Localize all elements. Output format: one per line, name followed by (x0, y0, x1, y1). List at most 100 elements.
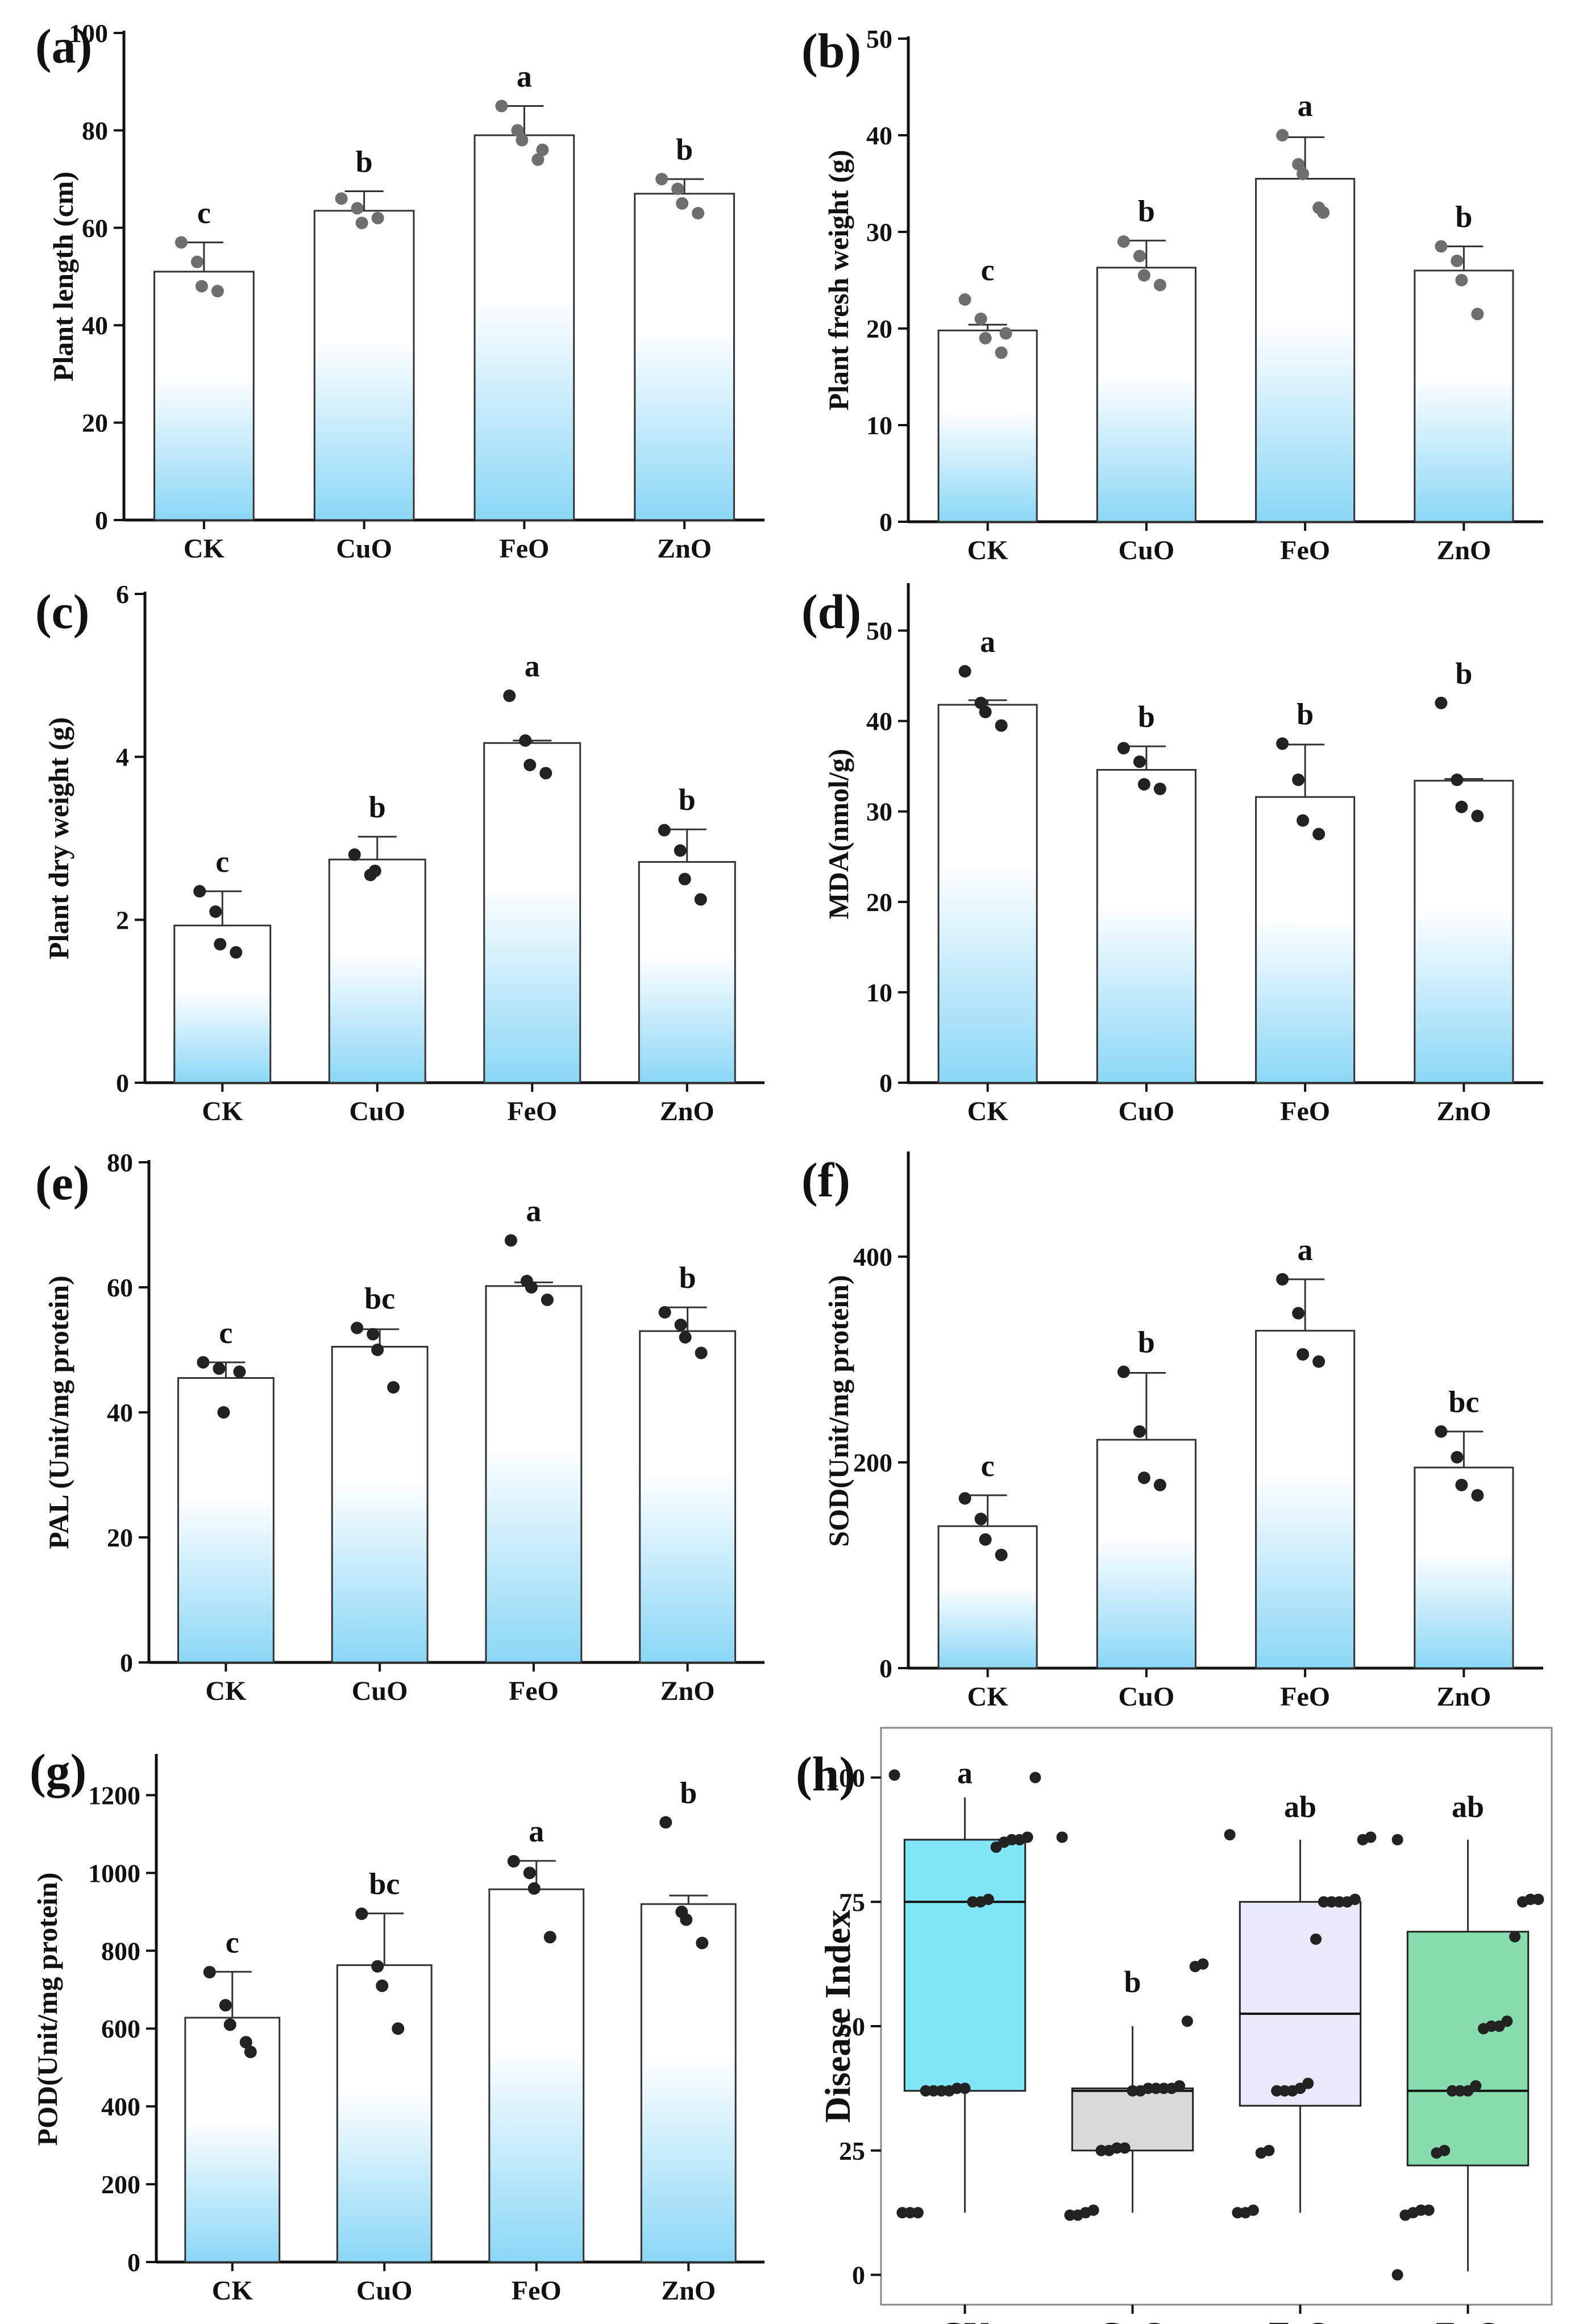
x-tick-label: FeO (1269, 2315, 1332, 2324)
significance-letter: c (219, 1316, 232, 1350)
data-point (904, 2207, 916, 2219)
data-point (1446, 2085, 1458, 2097)
bar (473, 134, 575, 521)
significance-letter: ab (1452, 1790, 1484, 1824)
data-point (1286, 2085, 1298, 2097)
y-tick-label: 200 (853, 1448, 892, 1477)
data-point (507, 1855, 520, 1868)
y-tick-label: 100 (826, 1764, 865, 1793)
data-point (995, 346, 1008, 359)
data-point (1318, 1896, 1329, 1908)
panel-b: (b) 0 10 20 30 40 50 Plant fresh weight (g) CK Cu… (801, 23, 1543, 566)
data-point (1451, 255, 1464, 267)
data-point (1158, 2082, 1170, 2094)
data-point (1153, 1478, 1166, 1491)
data-point (1532, 1893, 1544, 1905)
bar (640, 1903, 737, 2263)
panel-label: (f) (801, 1153, 850, 1207)
panel-d: (d) 0 10 20 30 40 50 MDA(nmol/g) CK CuO FeO ZnO a b b b (801, 583, 1543, 1126)
bar (937, 1525, 1038, 1669)
x-tick-label: FeO (509, 1676, 559, 1706)
data-point (531, 153, 545, 166)
data-point (1471, 809, 1484, 822)
data-point (1341, 1896, 1353, 1908)
y-tick-label: 800 (101, 1936, 140, 1965)
significance-letter: b (679, 1261, 696, 1295)
y-tick-label: 0 (879, 1654, 892, 1683)
significance-letter: c (197, 196, 211, 230)
x-tick-label: CK (202, 1096, 243, 1126)
data-point (244, 2046, 257, 2059)
data-point (1317, 206, 1330, 219)
data-point (1137, 1471, 1150, 1485)
y-tick-label: 20 (866, 314, 892, 343)
y-axis-title: Plant dry weight (g) (43, 717, 74, 959)
x-tick-label: FeO (499, 534, 549, 564)
x-tick-label: CuO (356, 2276, 413, 2306)
y-tick-label: 10 (866, 411, 892, 440)
data-point (696, 1936, 709, 1949)
data-point (1431, 2147, 1443, 2159)
plot-frame (880, 1727, 1553, 2306)
data-point (679, 1331, 692, 1344)
data-point (1153, 782, 1166, 795)
data-point (676, 197, 689, 210)
data-point (519, 734, 532, 747)
data-point (1029, 1772, 1041, 1783)
data-point (376, 1979, 389, 1992)
data-point (190, 255, 203, 268)
y-tick-label: 1000 (88, 1859, 140, 1888)
y-tick-label: 50 (866, 24, 892, 53)
data-point (943, 2085, 955, 2097)
significance-letter: bc (1448, 1385, 1479, 1419)
data-point (392, 2022, 405, 2035)
data-point (525, 1281, 538, 1294)
y-axis-title: SOD(Unit/mg protein) (822, 1275, 854, 1546)
bar (313, 210, 415, 521)
x-tick-label: ZnO (657, 534, 712, 564)
significance-letter: c (226, 1925, 239, 1959)
data-point (975, 1896, 987, 1908)
bar (488, 1888, 585, 2263)
y-axis-title: Plant fresh weight (g) (822, 150, 854, 411)
data-point (912, 2207, 924, 2219)
significance-letter: a (1298, 89, 1313, 123)
y-tick-label: 20 (866, 888, 892, 917)
significance-letter: a (529, 1814, 544, 1848)
x-tick-label: CK (967, 1096, 1008, 1126)
data-point (1399, 2209, 1411, 2221)
bar (336, 1964, 433, 2263)
data-point (223, 2018, 236, 2031)
data-point (1471, 1489, 1484, 1502)
x-tick-label: CuO (1119, 1096, 1175, 1126)
significance-letter: a (957, 1756, 973, 1790)
data-point (974, 313, 987, 325)
panel-label: (d) (801, 584, 861, 639)
bar (1096, 267, 1196, 523)
x-tick-label: CuO (1098, 2315, 1167, 2324)
y-tick-label: 40 (866, 707, 892, 736)
data-point (1297, 814, 1310, 827)
data-point (1150, 2082, 1162, 2094)
bar (937, 329, 1038, 523)
x-tick-label: CK (205, 1676, 246, 1706)
data-point (209, 905, 222, 918)
data-point (539, 767, 552, 780)
significance-letter: b (1455, 200, 1472, 234)
y-tick-label: 30 (866, 218, 892, 247)
bar (184, 2017, 281, 2263)
data-point (999, 327, 1012, 340)
data-point (503, 689, 516, 702)
data-point (979, 1533, 992, 1546)
panel-a: (a) 0 20 40 60 80 100 Plant length (cm) CK CuO FeO… (35, 19, 765, 564)
data-point (979, 705, 992, 718)
data-point (1509, 1931, 1521, 1943)
y-tick-label: 60 (107, 1273, 133, 1302)
data-point (967, 1896, 979, 1908)
significance-letter: b (1297, 697, 1314, 731)
data-point (371, 211, 384, 224)
data-point (511, 124, 524, 137)
data-point (1455, 274, 1468, 286)
data-point (1451, 1450, 1464, 1464)
data-point (1276, 737, 1289, 750)
